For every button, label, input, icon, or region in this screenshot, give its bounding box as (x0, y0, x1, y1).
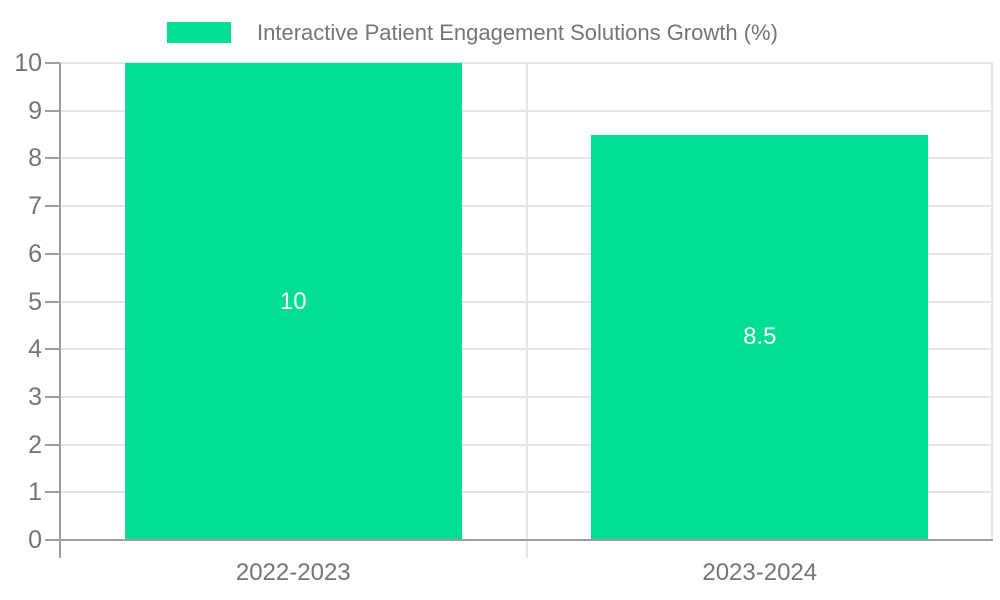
y-axis-tick-label: 0 (28, 526, 42, 554)
y-axis-tick-label: 2 (28, 430, 42, 459)
x-axis-line (60, 539, 993, 541)
y-axis-tick (45, 205, 60, 208)
category-divider-gridline (525, 63, 528, 558)
y-axis-tick (45, 539, 60, 541)
y-axis-tick (45, 252, 60, 255)
y-axis-tick (45, 491, 60, 494)
y-axis-tick (45, 109, 60, 112)
x-axis-category-label: 2022-2023 (235, 559, 351, 586)
plot-area: 0 1 2 3 4 5 6 7 8 9 10 10 2022-2023 8.5 2023-2024 (14, 49, 993, 586)
y-axis-tick-label: 10 (14, 49, 42, 77)
x-axis-category-label: 2023-2024 (702, 559, 818, 586)
y-axis-line (59, 63, 61, 558)
plot-right-border (991, 63, 993, 540)
y-axis-tick-label: 3 (28, 382, 42, 411)
y-axis-tick-label: 9 (28, 96, 42, 125)
y-axis-tick-label: 8 (28, 144, 42, 173)
y-axis-tick-label: 5 (28, 287, 42, 316)
chart-legend: Interactive Patient Engagement Solutions… (0, 0, 1000, 55)
bar-value-label: 10 (279, 287, 307, 315)
y-axis-tick (45, 300, 60, 303)
y-axis-tick (45, 395, 60, 398)
y-axis-tick (45, 157, 60, 160)
bar-2022-2023[interactable] (124, 63, 462, 540)
y-axis-tick-label: 4 (28, 335, 42, 364)
y-axis-tick (45, 443, 60, 446)
y-axis-tick-label: 1 (28, 478, 42, 507)
bar-value-label: 8.5 (743, 323, 777, 351)
bar-2023-2024[interactable] (591, 134, 929, 540)
y-axis-tick (45, 348, 60, 351)
y-axis-tick-label: 6 (28, 239, 42, 268)
y-axis-tick (45, 62, 60, 64)
y-axis-tick-label: 7 (28, 192, 42, 221)
legend-label: Interactive Patient Engagement Solutions… (257, 20, 778, 45)
legend-swatch (167, 22, 231, 43)
